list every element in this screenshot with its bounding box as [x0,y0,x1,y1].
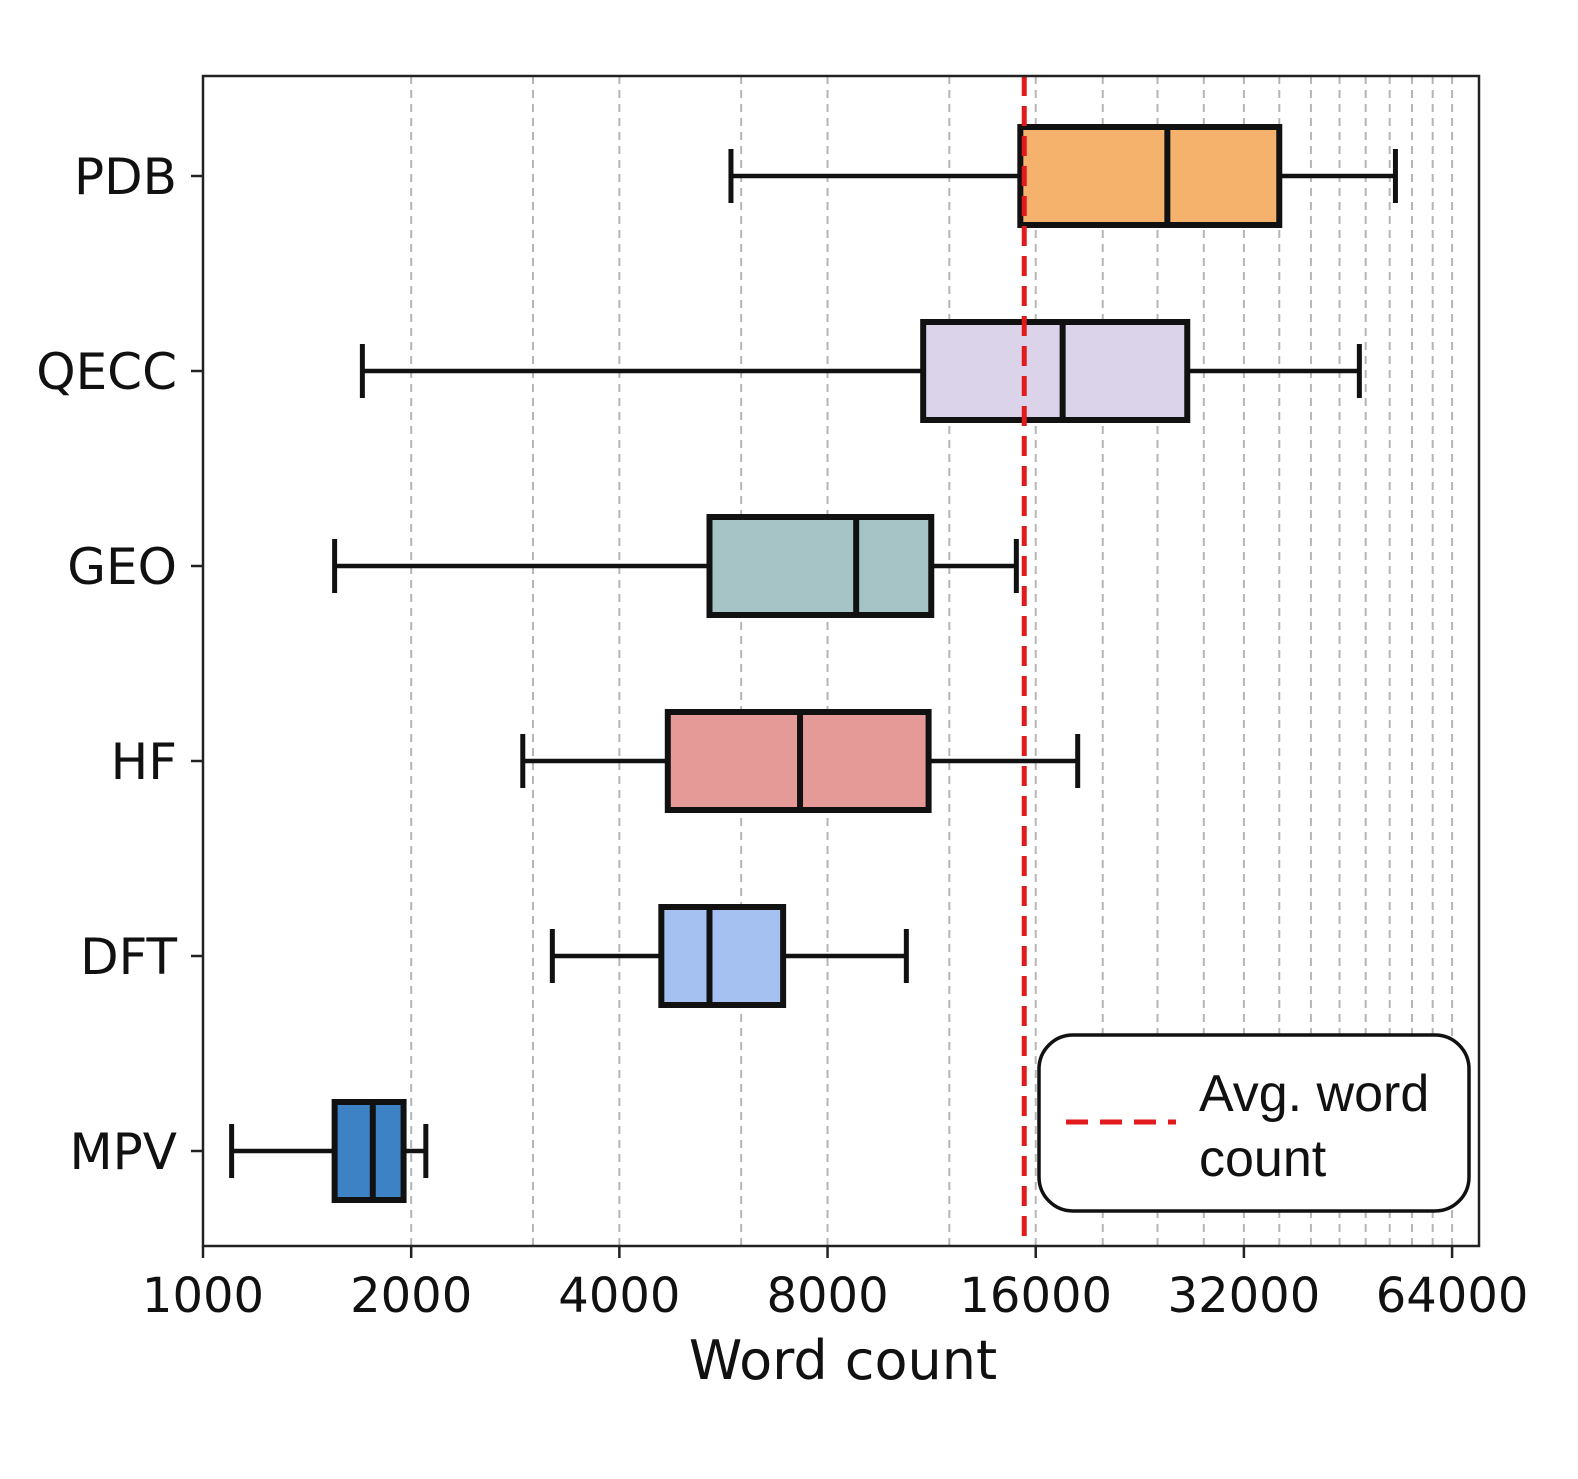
x-tick-label: 16000 [959,1268,1112,1324]
legend-label-line: Avg. word [1199,1065,1429,1123]
y-tick-label: PDB [74,148,177,206]
iqr-box [920,319,1191,423]
box-mpv [229,1099,429,1203]
box-dft [549,904,909,1008]
legend-label-line: count [1199,1130,1327,1188]
axes: PDB QECC GEO HF DFT MPV 1000 2000 4000 8000 16000 3… [36,148,1528,1324]
x-tick-label: 2000 [350,1268,472,1324]
iqr-box [331,1099,407,1203]
x-tick-label: 1000 [142,1268,264,1324]
x-tick-label: 64000 [1376,1268,1529,1324]
x-tick-label: 32000 [1168,1268,1321,1324]
y-tick-label: MPV [70,1123,178,1181]
box-series [229,124,1398,1203]
box-pdb [728,124,1398,228]
y-tick-label: HF [111,733,177,791]
iqr-box [658,904,787,1008]
box-geo [332,514,1019,618]
legend-box [1037,1033,1471,1213]
box-hf [520,709,1081,813]
plot-frame [201,74,1481,1248]
x-axis-title: Word count [689,1329,997,1392]
legend: Avg. word count [1037,1033,1471,1213]
y-tick-label: QECC [36,343,177,401]
x-tick-label: 8000 [766,1268,888,1324]
box-qecc [359,319,1362,423]
y-tick-label: DFT [80,928,177,986]
iqr-box [1017,124,1283,228]
iqr-box [706,514,935,618]
x-tick-label: 4000 [558,1268,680,1324]
y-tick-label: GEO [67,538,177,596]
